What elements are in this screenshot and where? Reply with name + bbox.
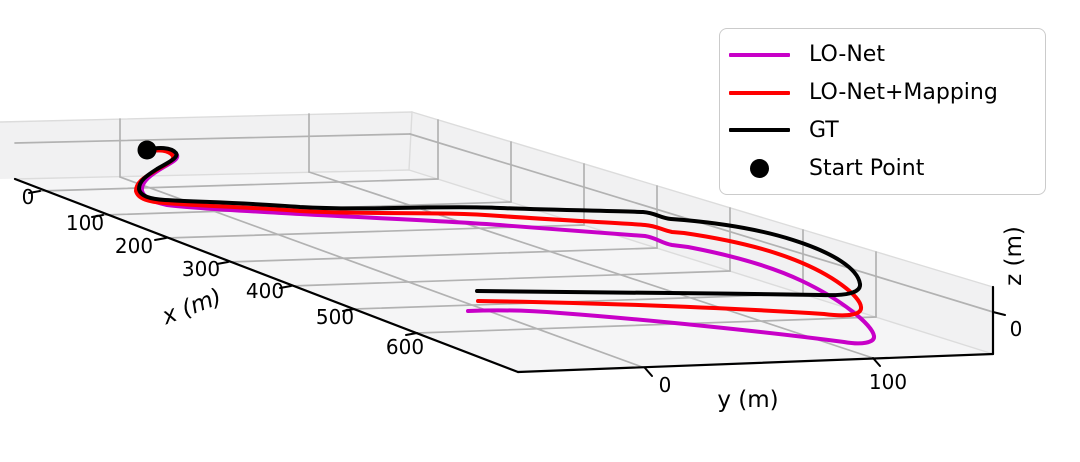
gridline <box>14 133 411 144</box>
legend-label-lo-net: LO-Net <box>809 42 885 68</box>
y-tick-label: 0 <box>659 373 672 397</box>
x-axis-tick <box>28 190 41 194</box>
gridline <box>308 171 874 359</box>
gridline <box>416 316 877 334</box>
x-axis-tick <box>342 308 355 312</box>
pane-edge-layer <box>0 111 994 355</box>
x-axis-tick <box>154 237 167 241</box>
x-axis-label: x (m) <box>158 284 225 331</box>
series-layer <box>134 140 876 346</box>
legend-label-gt: GT <box>809 117 839 143</box>
pane-edge <box>14 169 410 180</box>
legend-marker-start-point-icon <box>750 158 769 178</box>
legend-swatch-area <box>729 90 790 95</box>
gridline <box>39 178 439 192</box>
x-tick-label: 0 <box>22 185 35 209</box>
y-axis-line <box>516 352 995 374</box>
x-axis-tick <box>405 332 418 336</box>
legend-item-lo-net-mapping: LO-Net+Mapping <box>729 81 1041 104</box>
pane-edge <box>411 111 994 288</box>
start-point-marker <box>137 140 157 160</box>
trajectory-lo-net <box>139 148 876 346</box>
y-tick-label: 100 <box>869 370 907 394</box>
gridline <box>227 247 658 263</box>
x-axis-tick <box>216 261 229 265</box>
z-axis-label: z (m) <box>1001 226 1027 286</box>
z-tick-label: 0 <box>1010 317 1023 341</box>
legend-item-start-point: Start Point <box>729 155 1041 181</box>
legend-line-sample-lo-net <box>729 52 790 57</box>
pane-edge <box>408 169 994 355</box>
legend-label-start-point: Start Point <box>809 155 925 181</box>
z-axis-tick <box>992 311 1006 316</box>
legend-label-lo-net-mapping: LO-Net+Mapping <box>809 80 998 106</box>
x-tick-label: 500 <box>316 305 354 329</box>
axis-layer <box>13 177 1006 377</box>
pane-wall-left <box>0 112 412 179</box>
x-axis-tick <box>91 214 104 218</box>
legend: LO-Net LO-Net+Mapping GT Start Point <box>719 28 1046 195</box>
legend-item-lo-net: LO-Net <box>729 43 1041 66</box>
gridline <box>290 270 731 287</box>
x-tick-label: 300 <box>182 257 220 281</box>
legend-line-sample-gt <box>729 128 790 133</box>
y-axis-tick <box>872 357 881 367</box>
x-tick-label: 100 <box>66 211 104 235</box>
y-axis-tick <box>644 367 653 377</box>
legend-swatch-area <box>729 158 790 178</box>
x-axis-tick <box>279 285 292 289</box>
x-tick-label: 200 <box>115 234 153 258</box>
trajectory-gt <box>137 146 862 298</box>
legend-item-gt: GT <box>729 119 1041 142</box>
legend-line-sample-lo-net-mapping <box>729 90 790 95</box>
legend-swatch-area <box>729 52 790 57</box>
x-axis-line <box>13 177 520 374</box>
x-tick-label: 600 <box>386 335 424 359</box>
x-tick-label: 400 <box>246 279 284 303</box>
pane-edge <box>0 111 413 123</box>
legend-swatch-area <box>729 128 790 133</box>
y-axis-label: y (m) <box>717 387 778 413</box>
pane-edge <box>408 111 413 171</box>
